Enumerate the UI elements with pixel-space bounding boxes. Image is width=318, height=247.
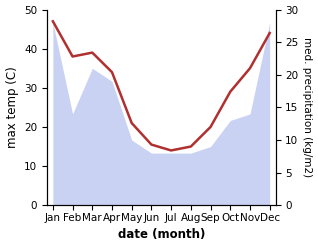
- X-axis label: date (month): date (month): [118, 228, 205, 242]
- Y-axis label: max temp (C): max temp (C): [5, 66, 18, 148]
- Y-axis label: med. precipitation (kg/m2): med. precipitation (kg/m2): [302, 37, 313, 177]
